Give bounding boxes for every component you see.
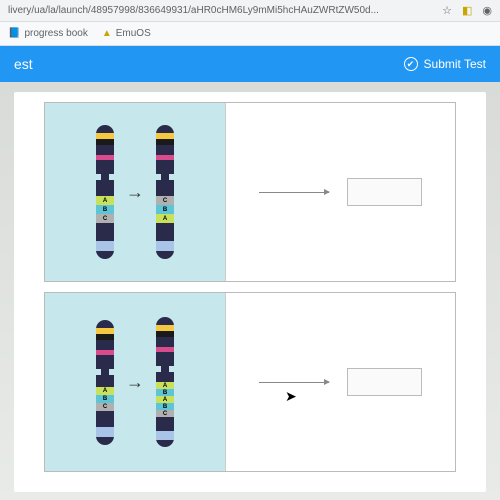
pb-icon: 📘 [8, 28, 20, 39]
submit-label: Submit Test [424, 57, 486, 71]
submit-test-button[interactable]: ✔ Submit Test [404, 57, 486, 71]
app-bar: est ✔ Submit Test [0, 46, 500, 82]
chromosome-1-right: C B A [156, 125, 174, 259]
answer-area-1 [226, 103, 455, 281]
url-icons: ☆ ◧ ◉ [442, 4, 492, 17]
bookmark-progress-book[interactable]: 📘 progress book [8, 28, 88, 39]
question-card-1: A B C → [44, 102, 456, 282]
arrow-to-answer [259, 192, 329, 193]
chromosome-2-left: A B C [96, 320, 114, 445]
bookmark-bar: 📘 progress book ▲ EmuOS [0, 22, 500, 46]
arrow-to-answer [259, 382, 329, 383]
chromosome-2-right: A B A B C [156, 317, 174, 447]
chromosome-1-left: A B C [96, 125, 114, 259]
profile-icon[interactable]: ◉ [482, 4, 492, 17]
url-bar: livery/ua/la/launch/48957998/836649931/a… [0, 0, 500, 22]
check-icon: ✔ [404, 57, 418, 71]
question-card-2: A B C → [44, 292, 456, 472]
answer-area-2: ➤ [226, 293, 455, 471]
answer-input-2[interactable] [347, 368, 422, 396]
star-icon[interactable]: ☆ [442, 4, 452, 17]
cursor-icon: ➤ [285, 388, 297, 405]
bookmark-emuos[interactable]: ▲ EmuOS [102, 28, 151, 39]
extension-icon[interactable]: ◧ [462, 4, 472, 17]
arrow-icon: → [126, 372, 144, 393]
app-title: est [14, 56, 33, 72]
arrow-icon: → [126, 182, 144, 203]
chromosome-panel-1: A B C → [45, 103, 225, 281]
answer-input-1[interactable] [347, 178, 422, 206]
emu-label: EmuOS [116, 28, 151, 39]
chromosome-panel-2: A B C → [45, 293, 225, 471]
content-area: A B C → [14, 92, 486, 492]
pb-label: progress book [24, 28, 87, 39]
viewport: livery/ua/la/launch/48957998/836649931/a… [0, 0, 500, 500]
url-text: livery/ua/la/launch/48957998/836649931/a… [8, 5, 442, 16]
emu-icon: ▲ [102, 28, 112, 39]
